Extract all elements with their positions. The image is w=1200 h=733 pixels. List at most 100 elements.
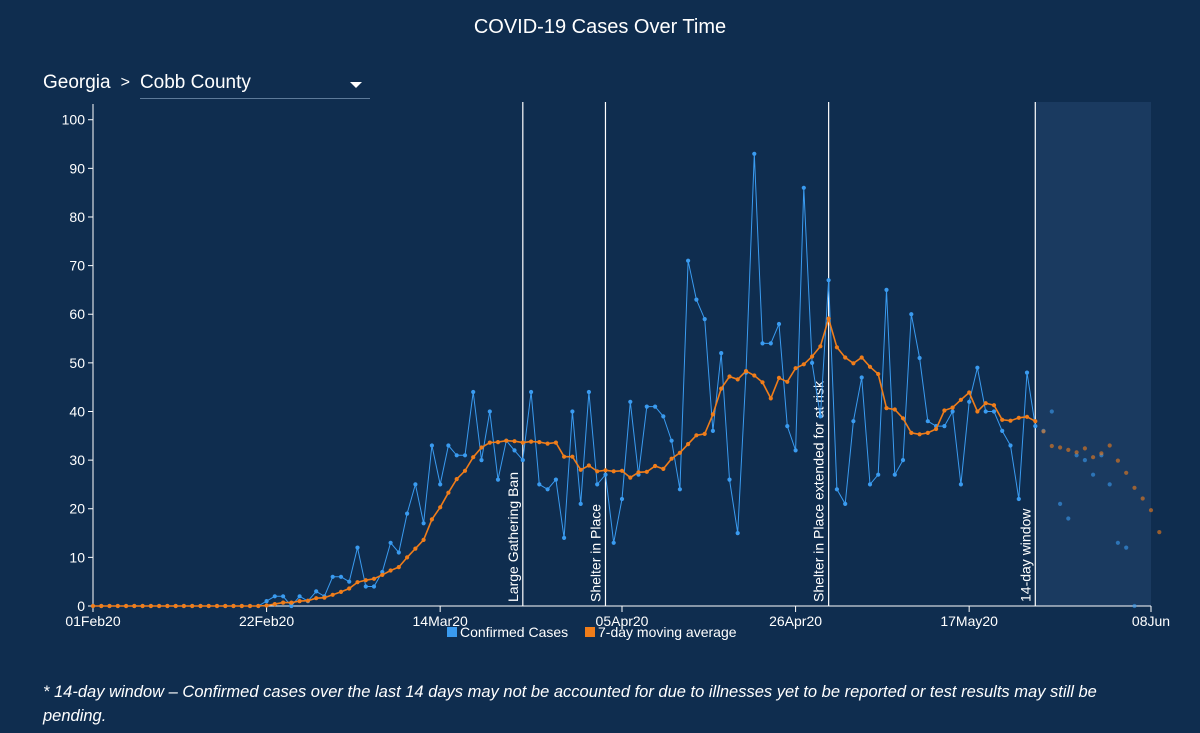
point-moving-average bbox=[752, 373, 757, 378]
footnote: * 14-day window – Confirmed cases over t… bbox=[43, 683, 1097, 725]
point-moving-average bbox=[206, 603, 211, 609]
point-moving-average bbox=[677, 450, 683, 455]
point-confirmed bbox=[834, 487, 840, 492]
point-moving-average bbox=[157, 603, 162, 609]
point-moving-average bbox=[124, 603, 129, 609]
point-moving-average bbox=[818, 344, 823, 349]
point-moving-average bbox=[743, 369, 749, 374]
point-confirmed bbox=[297, 594, 302, 599]
point-moving-average bbox=[843, 355, 848, 360]
point-moving-average bbox=[785, 379, 790, 384]
point-confirmed bbox=[520, 458, 525, 463]
point-moving-average bbox=[1115, 458, 1120, 463]
point-confirmed bbox=[578, 501, 583, 506]
point-moving-average bbox=[140, 603, 145, 609]
point-confirmed bbox=[876, 472, 881, 477]
point-confirmed bbox=[537, 482, 542, 487]
point-moving-average bbox=[1091, 455, 1096, 460]
point-confirmed bbox=[1049, 409, 1054, 414]
point-confirmed bbox=[653, 404, 658, 409]
annotation-label: Large Gathering Ban bbox=[505, 472, 521, 602]
point-confirmed bbox=[1074, 453, 1079, 458]
point-moving-average bbox=[553, 440, 559, 445]
point-confirmed bbox=[396, 550, 401, 555]
point-moving-average bbox=[801, 362, 806, 367]
point-confirmed bbox=[363, 584, 368, 589]
point-moving-average bbox=[694, 433, 699, 438]
point-moving-average bbox=[1066, 447, 1071, 452]
y-tick-label: 0 bbox=[77, 598, 85, 614]
point-moving-average bbox=[851, 361, 856, 366]
y-tick-label: 90 bbox=[69, 160, 85, 176]
point-confirmed bbox=[1107, 482, 1112, 487]
point-moving-average bbox=[859, 355, 864, 360]
point-confirmed bbox=[669, 438, 674, 443]
point-confirmed bbox=[628, 399, 633, 404]
point-moving-average bbox=[413, 546, 418, 551]
point-moving-average bbox=[793, 366, 798, 371]
point-confirmed bbox=[611, 540, 616, 545]
point-confirmed bbox=[983, 409, 988, 414]
point-moving-average bbox=[611, 469, 616, 474]
county-dropdown-label: Cobb County bbox=[139, 71, 251, 93]
point-moving-average bbox=[239, 603, 244, 609]
point-moving-average bbox=[1008, 418, 1013, 423]
point-confirmed bbox=[818, 414, 823, 419]
point-confirmed bbox=[446, 443, 451, 448]
point-moving-average bbox=[892, 407, 897, 412]
x-tick-label: 26Apr20 bbox=[769, 613, 822, 629]
point-confirmed bbox=[529, 389, 534, 395]
point-moving-average bbox=[950, 405, 955, 410]
x-tick-label: 08Jun bbox=[1132, 613, 1170, 629]
point-confirmed bbox=[264, 599, 269, 604]
point-moving-average bbox=[884, 406, 889, 411]
point-moving-average bbox=[636, 470, 641, 475]
point-moving-average bbox=[727, 374, 732, 379]
point-moving-average bbox=[115, 603, 120, 609]
page-title: COVID-19 Cases Over Time bbox=[473, 16, 727, 38]
point-confirmed bbox=[826, 278, 831, 283]
point-confirmed bbox=[1124, 545, 1129, 550]
point-moving-average bbox=[1148, 508, 1154, 513]
county-dropdown[interactable]: Cobb County bbox=[139, 68, 370, 99]
y-tick-label: 50 bbox=[69, 355, 85, 371]
point-confirmed bbox=[338, 574, 344, 579]
point-confirmed bbox=[421, 521, 426, 526]
point-confirmed bbox=[760, 341, 765, 346]
point-confirmed bbox=[892, 472, 897, 477]
point-confirmed bbox=[454, 453, 459, 458]
point-moving-average bbox=[223, 603, 228, 609]
point-confirmed bbox=[462, 453, 468, 458]
point-confirmed bbox=[702, 317, 707, 322]
point-confirmed bbox=[644, 404, 649, 409]
y-tick-label: 100 bbox=[62, 112, 86, 128]
point-moving-average bbox=[107, 603, 112, 609]
point-moving-average bbox=[165, 603, 170, 609]
point-moving-average bbox=[653, 463, 658, 469]
point-moving-average bbox=[289, 600, 294, 605]
point-confirmed bbox=[487, 409, 492, 414]
point-moving-average bbox=[462, 468, 468, 473]
point-moving-average bbox=[495, 440, 501, 445]
point-confirmed bbox=[438, 482, 443, 487]
point-moving-average bbox=[520, 440, 525, 445]
point-confirmed bbox=[710, 428, 716, 433]
point-confirmed bbox=[1091, 472, 1096, 477]
point-moving-average bbox=[264, 603, 269, 608]
point-confirmed bbox=[413, 482, 418, 487]
point-moving-average bbox=[297, 599, 302, 604]
point-confirmed bbox=[479, 458, 484, 463]
point-moving-average bbox=[710, 412, 716, 417]
point-confirmed bbox=[909, 312, 914, 317]
x-tick-label: 05Apr20 bbox=[596, 613, 649, 629]
x-tick-label: 14Mar20 bbox=[413, 613, 468, 629]
point-moving-average bbox=[983, 401, 988, 406]
point-confirmed bbox=[619, 496, 625, 502]
point-moving-average bbox=[1132, 485, 1137, 490]
breadcrumb-state[interactable]: Georgia bbox=[43, 72, 111, 93]
point-moving-average bbox=[454, 477, 459, 482]
point-moving-average bbox=[347, 586, 352, 591]
point-moving-average bbox=[214, 603, 220, 609]
x-tick-label: 22Feb20 bbox=[239, 613, 294, 629]
point-confirmed bbox=[801, 185, 806, 190]
